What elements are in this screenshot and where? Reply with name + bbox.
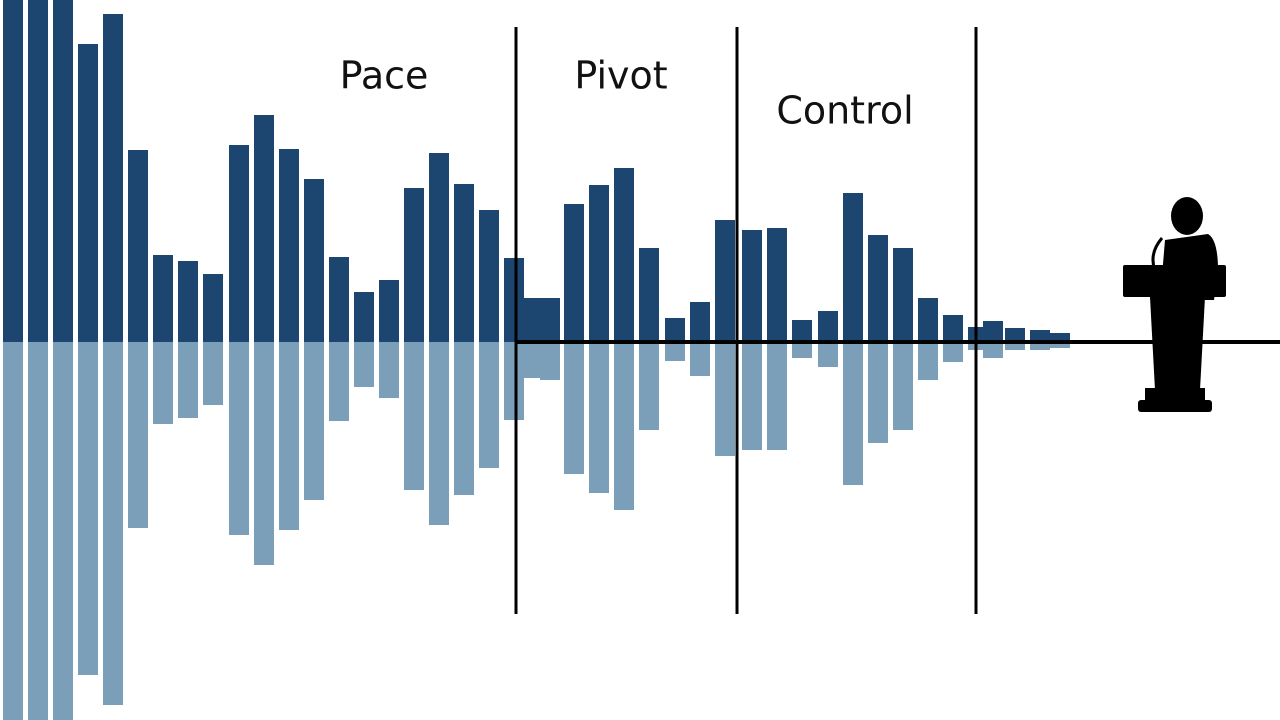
section-label: Control — [776, 89, 913, 133]
wave-bar — [1030, 330, 1050, 342]
wave-bar — [715, 220, 735, 342]
wave-reflection — [614, 342, 634, 510]
wave-reflection — [665, 342, 685, 361]
wave-reflection — [404, 342, 424, 490]
wave-reflection — [1050, 342, 1070, 348]
wave-bar — [868, 235, 888, 342]
section-label: Pivot — [574, 54, 667, 98]
wave-reflection — [742, 342, 762, 450]
wave-bar — [614, 168, 634, 342]
wave-reflection — [53, 342, 73, 720]
wave-reflection — [690, 342, 710, 376]
wave-reflection — [3, 342, 23, 720]
wave-reflection — [229, 342, 249, 535]
wave-reflection — [379, 342, 399, 398]
wave-bar — [893, 248, 913, 342]
wave-reflection — [589, 342, 609, 493]
wave-bar — [665, 318, 685, 342]
wave-bar — [203, 274, 223, 342]
wave-bar — [454, 184, 474, 342]
wave-reflection — [329, 342, 349, 421]
wave-bar — [178, 261, 198, 342]
wave-reflection — [843, 342, 863, 485]
wave-bar — [504, 258, 524, 342]
wave-bar — [404, 188, 424, 342]
wave-bar — [254, 115, 274, 342]
wave-bar — [28, 0, 48, 342]
wave-reflection — [1030, 342, 1050, 350]
wave-bar — [639, 248, 659, 342]
wave-bar — [767, 228, 787, 342]
wave-reflection — [943, 342, 963, 362]
wave-reflection — [254, 342, 274, 565]
wave-bar — [520, 298, 540, 342]
wave-reflection — [153, 342, 173, 424]
wave-reflection — [28, 342, 48, 720]
wave-reflection — [203, 342, 223, 405]
wave-reflection — [279, 342, 299, 530]
wave-reflection — [429, 342, 449, 525]
wave-reflection — [715, 342, 735, 456]
wave-bar — [479, 210, 499, 342]
wave-bar — [103, 14, 123, 342]
wave-bar — [78, 44, 98, 342]
wave-reflection — [479, 342, 499, 468]
wave-bar — [429, 153, 449, 342]
wave-reflection — [968, 342, 988, 350]
wave-bar — [843, 193, 863, 342]
wave-bar — [3, 0, 23, 342]
wave-bar — [153, 255, 173, 342]
wave-bar — [128, 150, 148, 342]
wave-reflection — [918, 342, 938, 380]
wave-reflection — [178, 342, 198, 418]
wave-bar — [983, 321, 1003, 342]
wave-bar — [329, 257, 349, 342]
wave-reflection — [304, 342, 324, 500]
wave-reflection — [767, 342, 787, 450]
wave-bar — [742, 230, 762, 342]
wave-reflection — [504, 342, 524, 420]
waveform — [3, 0, 1070, 720]
wave-bar — [690, 302, 710, 342]
wave-reflection — [540, 342, 560, 380]
wave-reflection — [564, 342, 584, 474]
wave-bar — [918, 298, 938, 342]
wave-reflection — [128, 342, 148, 528]
wave-bar — [564, 204, 584, 342]
speaker-silhouette — [1123, 197, 1226, 412]
wave-bar — [1005, 328, 1025, 342]
wave-bar — [540, 298, 560, 342]
wave-bar — [229, 145, 249, 342]
wave-reflection — [520, 342, 540, 378]
wave-bar — [279, 149, 299, 342]
wave-bar — [304, 179, 324, 342]
wave-bar — [53, 0, 73, 342]
wave-bar — [1050, 333, 1070, 342]
wave-reflection — [1005, 342, 1025, 350]
wave-bar — [943, 315, 963, 342]
wave-bar — [792, 320, 812, 342]
wave-bar — [818, 311, 838, 342]
wave-bar — [354, 292, 374, 342]
wave-reflection — [78, 342, 98, 675]
wave-reflection — [792, 342, 812, 358]
wave-reflection — [983, 342, 1003, 358]
wave-reflection — [354, 342, 374, 387]
wave-reflection — [868, 342, 888, 443]
section-label: Pace — [340, 54, 429, 98]
wave-reflection — [103, 342, 123, 705]
wave-reflection — [893, 342, 913, 430]
wave-reflection — [818, 342, 838, 367]
wave-reflection — [639, 342, 659, 430]
wave-reflection — [454, 342, 474, 495]
wave-bar — [589, 185, 609, 342]
wave-bar — [379, 280, 399, 342]
